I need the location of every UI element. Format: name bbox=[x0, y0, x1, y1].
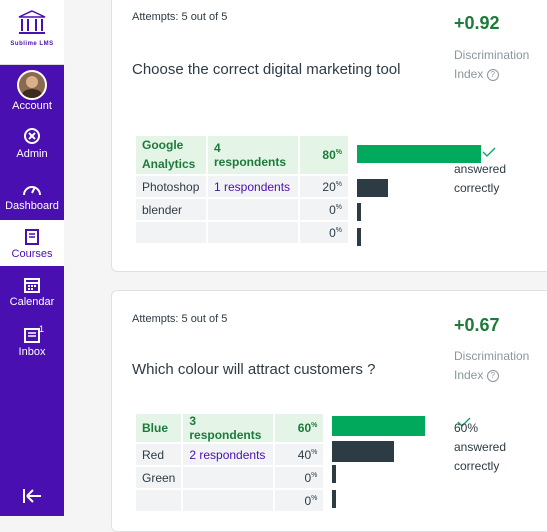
question-text: Choose the correct digital marketing too… bbox=[132, 61, 401, 78]
question-text: Which colour will attract customers ? bbox=[132, 361, 376, 378]
answer-label: Green bbox=[136, 467, 182, 488]
answer-label: Red bbox=[136, 444, 182, 465]
answer-label: Blue bbox=[136, 414, 182, 442]
correct-note: 60% answered correctly bbox=[454, 419, 524, 476]
dashboard-icon bbox=[23, 186, 41, 196]
logo[interactable]: Sublime LMS bbox=[0, 0, 64, 65]
nav-label-admin: Admin bbox=[16, 148, 48, 160]
respondents-link[interactable] bbox=[183, 490, 274, 511]
answer-row: 0% bbox=[136, 222, 348, 243]
global-nav-sidebar: Sublime LMS Account Admin Dashboard Cour… bbox=[0, 0, 64, 516]
answer-percent: 0% bbox=[275, 467, 324, 488]
answer-label: Photoshop bbox=[136, 176, 206, 197]
respondents-link[interactable]: 3 respondents bbox=[183, 414, 274, 442]
correct-note-text: answered correctly bbox=[454, 440, 507, 473]
nav-item-calendar[interactable]: Calendar bbox=[0, 276, 64, 308]
respondents-link[interactable]: 1 respondents bbox=[208, 176, 298, 197]
answer-table: Blue 3 respondents 60% Red 2 respondents… bbox=[134, 412, 325, 513]
inbox-icon bbox=[24, 328, 40, 343]
answer-bar bbox=[357, 203, 361, 221]
help-icon[interactable]: ? bbox=[486, 370, 499, 382]
courses-icon bbox=[25, 229, 39, 245]
inbox-badge: 1 bbox=[39, 324, 45, 334]
answer-row: Blue 3 respondents 60% bbox=[136, 414, 324, 442]
nav-item-inbox[interactable]: 1 Inbox bbox=[0, 324, 64, 358]
respondents-link[interactable] bbox=[208, 222, 298, 243]
respondents-link[interactable] bbox=[208, 199, 298, 220]
nav-item-account[interactable]: Account bbox=[0, 70, 64, 112]
answer-bar bbox=[357, 228, 361, 246]
collapse-icon[interactable] bbox=[22, 488, 42, 504]
answer-row: Green 0% bbox=[136, 467, 324, 488]
discrimination-label: Discrimination Index ? bbox=[454, 46, 547, 84]
question-card: Attempts: 5 out of 5 +0.67 Discriminatio… bbox=[111, 290, 547, 532]
discrimination-label: Discrimination Index ? bbox=[454, 347, 547, 385]
answer-bar bbox=[332, 490, 336, 508]
question-card: Attempts: 5 out of 5 +0.92 Discriminatio… bbox=[111, 0, 547, 272]
discrimination-score: +0.92 bbox=[454, 13, 500, 33]
answer-bar bbox=[332, 416, 425, 436]
answer-bar bbox=[332, 465, 336, 483]
attempts-text: Attempts: 5 out of 5 bbox=[132, 313, 228, 325]
correct-percent: 60% bbox=[454, 421, 479, 435]
answer-percent: 20% bbox=[300, 176, 348, 197]
nav-label-dashboard: Dashboard bbox=[5, 200, 59, 212]
respondents-link[interactable]: 4 respondents bbox=[208, 136, 298, 174]
nav-label-calendar: Calendar bbox=[9, 296, 55, 308]
answer-bar bbox=[357, 145, 481, 163]
answer-bar bbox=[332, 441, 394, 462]
attempts-text: Attempts: 5 out of 5 bbox=[132, 11, 228, 23]
answer-percent: 0% bbox=[300, 222, 348, 243]
answer-row: Google Analytics 4 respondents 80% bbox=[136, 136, 348, 174]
answer-table: Google Analytics 4 respondents 80% Photo… bbox=[134, 134, 350, 245]
respondents-link[interactable] bbox=[183, 467, 274, 488]
answer-label bbox=[136, 222, 206, 243]
discrimination-label-text: Discrimination Index bbox=[454, 48, 530, 81]
calendar-icon bbox=[24, 278, 40, 293]
logo-icon bbox=[18, 10, 46, 34]
answer-label: blender bbox=[136, 199, 206, 220]
admin-icon bbox=[24, 128, 40, 144]
correct-note: answered correctly bbox=[454, 162, 507, 195]
answer-label: Google Analytics bbox=[136, 136, 206, 174]
logo-text: Sublime LMS bbox=[10, 41, 54, 47]
respondents-link[interactable]: 2 respondents bbox=[183, 444, 274, 465]
answer-percent: 60% bbox=[275, 414, 324, 442]
answer-row: 0% bbox=[136, 490, 324, 511]
answer-label bbox=[136, 490, 182, 511]
discrimination-score: +0.67 bbox=[454, 315, 500, 335]
answer-row: Red 2 respondents 40% bbox=[136, 444, 324, 465]
answer-percent: 0% bbox=[300, 199, 348, 220]
answer-percent: 80% bbox=[300, 136, 348, 174]
answer-row: blender 0% bbox=[136, 199, 348, 220]
answer-row: Photoshop 1 respondents 20% bbox=[136, 176, 348, 197]
nav-item-courses[interactable]: Courses bbox=[0, 220, 64, 266]
avatar bbox=[17, 70, 47, 100]
answer-bar bbox=[357, 179, 388, 197]
answer-percent: 40% bbox=[275, 444, 324, 465]
answer-percent: 0% bbox=[275, 490, 324, 511]
nav-label-account: Account bbox=[12, 100, 52, 112]
nav-label-inbox: Inbox bbox=[18, 346, 46, 358]
nav-item-admin[interactable]: Admin bbox=[0, 126, 64, 160]
check-icon bbox=[482, 147, 496, 157]
nav-item-dashboard[interactable]: Dashboard bbox=[0, 180, 64, 212]
nav-label-courses: Courses bbox=[11, 248, 53, 260]
check-icon bbox=[457, 417, 471, 427]
discrimination-label-text: Discrimination Index bbox=[454, 349, 530, 382]
help-icon[interactable]: ? bbox=[486, 69, 499, 81]
